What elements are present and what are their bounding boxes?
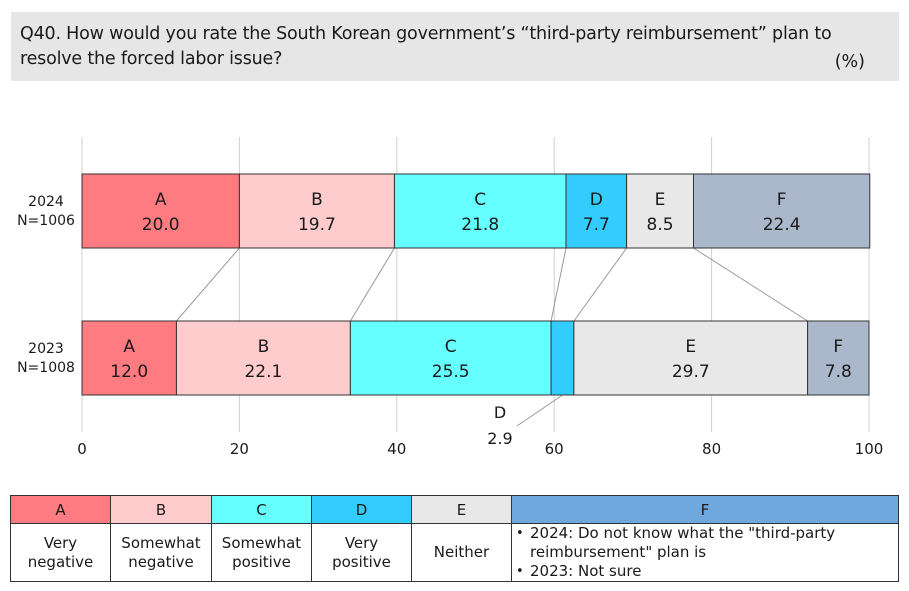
x-tick-label: 80 bbox=[702, 440, 721, 458]
data-label: 22.4 bbox=[763, 215, 801, 235]
legend-key-a: A bbox=[10, 495, 111, 524]
segment-key-label: B bbox=[311, 190, 323, 210]
segment-key-label: A bbox=[155, 190, 167, 210]
bar-segment-f-2024 bbox=[692, 173, 871, 249]
segment-key-label: C bbox=[474, 190, 486, 210]
legend-desc-c: Somewhat positive bbox=[211, 523, 312, 582]
segment-key-label: D bbox=[494, 403, 506, 422]
data-label: 29.7 bbox=[672, 362, 710, 382]
legend-desc-a: Very negative bbox=[10, 523, 111, 582]
segment-key-label: C bbox=[445, 337, 457, 357]
segment-key-label: F bbox=[777, 190, 787, 210]
row-label-n: N=1008 bbox=[17, 360, 75, 376]
x-tick-label: 20 bbox=[230, 440, 249, 458]
bar-segment-f-2023 bbox=[807, 320, 870, 396]
bar-segment-a-2023 bbox=[81, 320, 177, 396]
bar-segment-b-2024 bbox=[238, 173, 395, 249]
legend-desc-b: Somewhat negative bbox=[110, 523, 212, 582]
x-axis-ticks: 0 20 40 60 80 100 bbox=[77, 440, 883, 458]
segment-key-label: A bbox=[123, 337, 135, 357]
connector-line bbox=[693, 247, 808, 322]
bar-segment-c-2023 bbox=[349, 320, 552, 396]
legend-key-d: D bbox=[311, 495, 412, 524]
bar-segment-a-2024 bbox=[81, 173, 240, 249]
callout-line bbox=[516, 394, 563, 427]
row-label-year: 2024 bbox=[28, 194, 64, 210]
legend-key-e: E bbox=[411, 495, 512, 524]
segment-key-label: B bbox=[258, 337, 270, 357]
connector-line bbox=[349, 247, 395, 322]
segment-key-label: E bbox=[655, 190, 666, 210]
legend-f-bullet-2024: 2024: Do not know what the "third-party … bbox=[516, 524, 898, 562]
legend-desc-e: Neither bbox=[411, 523, 512, 582]
stacked-bar-chart: A 20.0 B 19.7 C 21.8 D 7.7 E 8.5 F 22.4 A 12.0 B 22.1 C 2… bbox=[17, 137, 883, 458]
question-box: Q40. How would you rate the South Korean… bbox=[11, 12, 899, 81]
legend-desc-d: Very positive bbox=[311, 523, 412, 582]
data-label: 8.5 bbox=[647, 215, 674, 235]
data-label: 19.7 bbox=[298, 215, 336, 235]
legend-table: A B C D E F Very negative Somewhat negativ… bbox=[10, 495, 899, 582]
data-label: 20.0 bbox=[142, 215, 180, 235]
row-label-n: N=1006 bbox=[17, 213, 75, 229]
row-label-year: 2023 bbox=[28, 341, 64, 357]
data-label: 2.9 bbox=[487, 429, 512, 448]
bar-segment-e-2024 bbox=[626, 173, 694, 249]
segment-key-label: E bbox=[685, 337, 696, 357]
segment-key-label: F bbox=[833, 337, 843, 357]
connector-line bbox=[176, 247, 240, 322]
data-label: 7.8 bbox=[825, 362, 852, 382]
connector-lines bbox=[176, 247, 808, 427]
x-tick-label: 60 bbox=[545, 440, 564, 458]
bar-segment-b-2023 bbox=[175, 320, 351, 396]
legend-key-c: C bbox=[211, 495, 312, 524]
connector-line bbox=[550, 247, 567, 322]
legend-key-f: F bbox=[511, 495, 899, 524]
question-text: Q40. How would you rate the South Korean… bbox=[20, 24, 832, 69]
data-label: 12.0 bbox=[110, 362, 148, 382]
x-tick-label: 40 bbox=[387, 440, 406, 458]
data-label: 21.8 bbox=[461, 215, 499, 235]
data-label: 7.7 bbox=[583, 215, 610, 235]
legend-key-b: B bbox=[110, 495, 212, 524]
x-tick-label: 0 bbox=[77, 440, 87, 458]
connector-line bbox=[573, 247, 628, 322]
data-label: 22.1 bbox=[244, 362, 282, 382]
data-label: 25.5 bbox=[432, 362, 470, 382]
segment-key-label: D bbox=[590, 190, 603, 210]
row-labels: 2024 N=1006 2023 N=1008 bbox=[17, 194, 75, 376]
x-tick-label: 100 bbox=[855, 440, 884, 458]
bar-segment-d-2024 bbox=[565, 173, 628, 249]
unit-label: (%) bbox=[834, 52, 865, 72]
bar-segment-c-2024 bbox=[393, 173, 567, 249]
bar-segment-e-2023 bbox=[573, 320, 809, 396]
bar-segment-d-2023 bbox=[550, 320, 575, 396]
legend-desc-f: 2024: Do not know what the "third-party … bbox=[511, 523, 899, 582]
legend-f-bullet-2023: 2023: Not sure bbox=[516, 562, 898, 581]
bars: A 20.0 B 19.7 C 21.8 D 7.7 E 8.5 F 22.4 A 12.0 B 22.1 C 2… bbox=[81, 173, 871, 448]
